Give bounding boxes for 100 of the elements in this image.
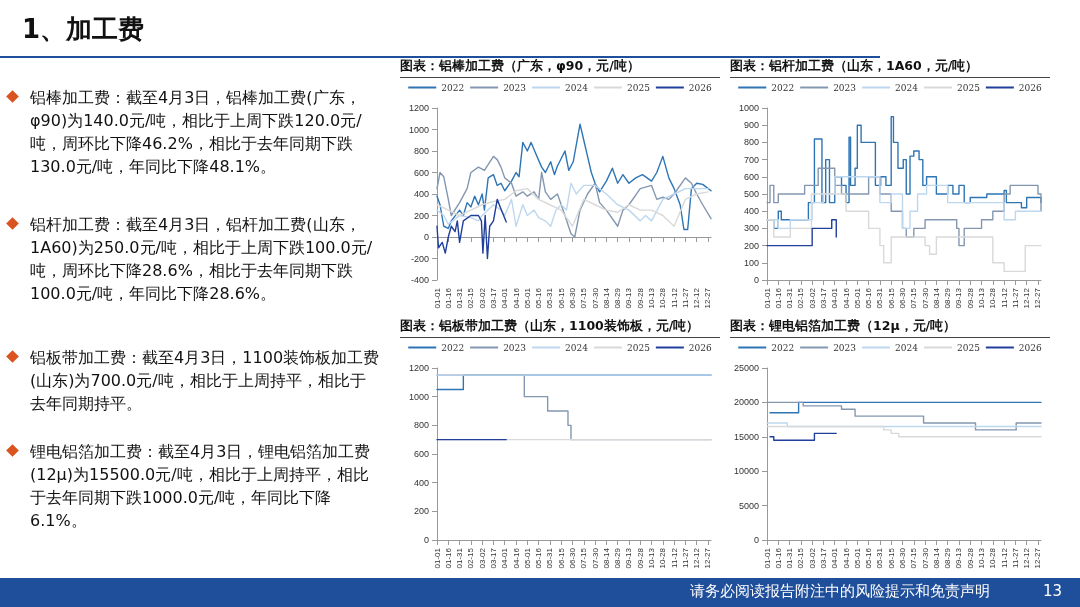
x-tick-label: 06-30 (567, 547, 577, 569)
x-tick-label: 06-15 (886, 547, 896, 569)
legend-label: 2025 (956, 342, 981, 353)
y-tick-label: 200 (413, 506, 429, 517)
x-tick-label: 02-15 (466, 287, 476, 309)
x-tick-label: 02-15 (466, 547, 476, 569)
text: 请务必阅读报告附注中的风险提示和免责声明 (690, 582, 990, 601)
legend-label: 2026 (688, 82, 713, 93)
legend-label: 2022 (441, 342, 465, 353)
x-tick-label: 04-01 (500, 547, 510, 569)
x-tick-label: 08-29 (943, 287, 953, 309)
y-tick-label: 200 (743, 240, 759, 251)
x-tick-label: 03-02 (807, 547, 817, 569)
x-tick-label: 11-12 (999, 547, 1009, 568)
y-tick-label: 600 (743, 171, 759, 182)
x-tick-label: 12-27 (1033, 547, 1043, 569)
legend-label: 2022 (441, 82, 465, 93)
legend-label: 2025 (626, 342, 651, 353)
x-tick-label: 06-15 (556, 547, 566, 569)
y-tick-label: 300 (743, 223, 759, 234)
x-tick-label: 08-29 (613, 287, 623, 309)
y-tick-label: -400 (410, 275, 429, 285)
x-tick-label: 10-28 (658, 287, 668, 309)
chart-title: 图表：铝杆加工费（山东，1A60，元/吨） (730, 58, 1050, 78)
x-tick-label: 08-29 (943, 547, 953, 569)
text: 铝棒加工费：截至4月3日，铝棒加工费(广东，φ90)为140.0元/吨，相比于上周下跌120.0元/吨，周环比下降46.2%，相比于去年同期下跌130.0元/吨，年同比下降48.1%。 (30, 87, 363, 178)
legend-label: 2025 (626, 82, 651, 93)
x-tick-label: 10-28 (988, 287, 998, 309)
x-tick-label: 11-27 (1010, 287, 1020, 308)
x-tick-label: 09-28 (965, 287, 975, 309)
legend-label: 2024 (895, 342, 919, 353)
x-tick-label: 11-12 (669, 547, 679, 568)
x-tick-label: 01-01 (432, 547, 442, 569)
x-tick-label: 06-30 (567, 287, 577, 309)
legend-label: 2026 (1018, 342, 1043, 353)
x-tick-label: 06-30 (897, 547, 907, 569)
y-tick-label: 700 (743, 154, 759, 165)
x-tick-label: 01-31 (785, 547, 795, 569)
y-tick-label: 1200 (408, 103, 429, 113)
x-tick-label: 03-17 (818, 547, 828, 569)
legend-label: 2022 (771, 342, 795, 353)
legend-label: 2024 (565, 342, 589, 353)
x-tick-label: 07-15 (909, 287, 919, 309)
x-tick-label: 07-30 (920, 547, 930, 569)
x-tick-label: 05-16 (534, 547, 544, 569)
x-tick-label: 07-30 (590, 287, 600, 309)
x-tick-label: 04-16 (511, 287, 521, 309)
x-tick-label: 11-12 (669, 287, 679, 308)
x-tick-label: 05-16 (534, 287, 544, 309)
y-tick-label: 800 (413, 146, 429, 156)
x-tick-label: 05-16 (864, 547, 874, 569)
x-tick-label: 06-15 (556, 287, 566, 309)
x-tick-label: 12-27 (1033, 287, 1043, 309)
x-tick-label: 01-16 (443, 547, 453, 569)
y-tick-label: 1000 (738, 103, 759, 113)
y-tick-label: 1000 (408, 124, 429, 135)
text: 铝板带加工费：截至4月3日，1100装饰板加工费(山东)为700.0元/吨，相比于上周持平，相比于去年同期持平。 (30, 347, 380, 415)
x-tick-label: 10-28 (658, 547, 668, 569)
x-tick-label: 01-16 (773, 547, 783, 569)
y-tick-label: 800 (743, 137, 759, 148)
x-tick-label: 10-13 (977, 287, 987, 309)
x-tick-label: 11-12 (999, 287, 1009, 308)
x-tick-label: 05-01 (522, 547, 532, 569)
x-tick-label: 05-01 (852, 287, 862, 309)
y-tick-label: 500 (743, 189, 759, 199)
text: 锂电铝箔加工费：截至4月3日，锂电铝箔加工费(12μ)为15500.0元/吨，相比于上周持平，相比于去年同期下跌1000.0元/吨，年同比下降6.1%。 (30, 441, 372, 532)
y-tick-label: 900 (743, 120, 759, 131)
y-tick-label: 0 (753, 275, 759, 285)
x-tick-label: 04-01 (500, 287, 510, 309)
x-tick-label: 10-13 (647, 287, 657, 309)
y-tick-label: 20000 (733, 397, 759, 408)
x-tick-label: 01-01 (762, 287, 772, 309)
x-tick-label: 06-30 (897, 287, 907, 309)
x-tick-label: 01-01 (762, 547, 772, 569)
x-tick-label: 03-02 (807, 287, 817, 309)
x-tick-label: 07-15 (579, 287, 589, 309)
y-tick-label: 400 (743, 206, 759, 217)
legend-label: 2026 (1018, 82, 1043, 93)
text: 1、加工费 (22, 13, 145, 46)
legend-label: 2023 (833, 82, 857, 93)
x-tick-label: 02-15 (796, 287, 806, 309)
y-tick-label: 400 (413, 189, 429, 199)
x-tick-label: 10-13 (647, 547, 657, 569)
x-tick-label: 12-12 (692, 287, 702, 309)
x-tick-label: 01-31 (455, 287, 465, 309)
x-tick-label: 08-29 (613, 547, 623, 569)
x-tick-label: 09-13 (624, 287, 634, 309)
x-tick-label: 05-01 (522, 287, 532, 309)
y-tick-label: 15000 (733, 431, 759, 442)
x-tick-label: 12-27 (703, 547, 713, 569)
legend-label: 2023 (503, 82, 527, 93)
x-tick-label: 12-27 (703, 287, 713, 309)
x-tick-label: 01-31 (455, 547, 465, 569)
x-tick-label: 03-02 (477, 547, 487, 569)
y-tick-label: 10000 (733, 466, 759, 477)
x-tick-label: 09-13 (954, 547, 964, 569)
x-tick-label: 01-01 (432, 287, 442, 309)
y-tick-label: 1000 (408, 391, 429, 402)
x-tick-label: 03-17 (488, 287, 498, 309)
x-tick-label: 04-16 (841, 287, 851, 309)
